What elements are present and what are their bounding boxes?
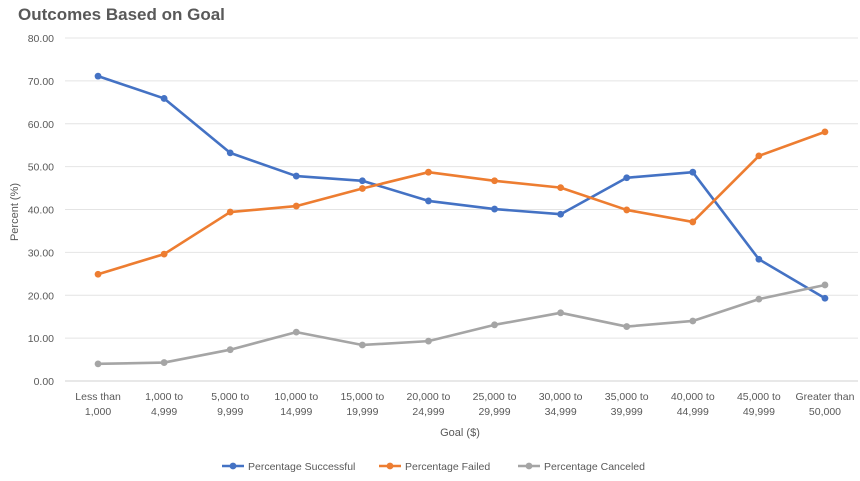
data-point bbox=[425, 337, 432, 345]
series-1 bbox=[94, 72, 829, 302]
y-axis-title: Percent (%) bbox=[9, 183, 21, 241]
data-point bbox=[755, 152, 763, 160]
legend-marker bbox=[386, 462, 394, 470]
x-tick-label: 45,000 to 49,999 bbox=[737, 391, 781, 418]
series-2 bbox=[94, 128, 829, 278]
data-point bbox=[94, 72, 102, 80]
y-axis-ticks: 0.00 10.00 20.00 30.00 40.00 50.00 60.00 70.00 8… bbox=[28, 33, 54, 388]
x-axis-ticks: Less than 1,000 1,000 to 4,999 5,000 to 9,999… bbox=[75, 391, 854, 418]
series-lines bbox=[94, 72, 829, 368]
y-tick-label: 10.00 bbox=[28, 333, 54, 345]
data-point bbox=[557, 184, 565, 192]
x-tick-label: Less than 1,000 bbox=[75, 391, 121, 418]
y-tick-label: 30.00 bbox=[28, 247, 54, 259]
x-tick-label: 35,000 to 39,999 bbox=[605, 391, 649, 418]
data-point bbox=[226, 346, 234, 354]
x-tick-label: 40,000 to 44,999 bbox=[671, 391, 715, 418]
data-point bbox=[491, 321, 498, 329]
data-point bbox=[160, 95, 168, 102]
data-point bbox=[160, 359, 168, 366]
legend-label: Percentage Canceled bbox=[544, 461, 645, 473]
series-line bbox=[96, 283, 827, 366]
y-tick-label: 70.00 bbox=[28, 76, 54, 88]
data-point bbox=[623, 206, 631, 214]
x-tick-label: 10,000 to 14,999 bbox=[274, 391, 318, 418]
gridlines bbox=[65, 37, 858, 382]
data-point bbox=[557, 309, 565, 317]
series-line bbox=[96, 130, 827, 276]
y-tick-label: 20.00 bbox=[28, 290, 54, 302]
data-point bbox=[358, 341, 366, 349]
data-point bbox=[425, 197, 432, 205]
data-point bbox=[689, 168, 697, 176]
data-point bbox=[755, 255, 763, 263]
data-point bbox=[160, 250, 168, 258]
x-tick-label: 20,000 to 24,999 bbox=[407, 391, 451, 418]
x-tick-label: 30,000 to 34,999 bbox=[539, 391, 583, 418]
data-point bbox=[292, 328, 300, 336]
data-point bbox=[755, 295, 763, 303]
data-point bbox=[226, 149, 234, 157]
data-point bbox=[623, 174, 631, 182]
data-point bbox=[689, 218, 697, 226]
data-point bbox=[226, 208, 234, 216]
chart-title: Outcomes Based on Goal bbox=[18, 5, 225, 24]
y-tick-label: 40.00 bbox=[28, 205, 54, 217]
data-point bbox=[358, 185, 366, 192]
legend-marker bbox=[229, 462, 237, 470]
data-point bbox=[491, 177, 498, 185]
x-tick-label: 5,000 to 9,999 bbox=[211, 391, 249, 418]
data-point bbox=[491, 205, 498, 213]
data-point bbox=[292, 172, 300, 180]
legend-item: Percentage Canceled bbox=[518, 461, 645, 473]
legend-item: Percentage Successful bbox=[222, 461, 355, 473]
data-point bbox=[557, 210, 565, 218]
data-point bbox=[94, 270, 102, 278]
data-point bbox=[425, 168, 432, 176]
x-tick-label: Greater than 50,000 bbox=[795, 391, 854, 418]
legend-label: Percentage Failed bbox=[405, 461, 490, 473]
data-point bbox=[623, 323, 631, 330]
x-tick-label: 15,000 to 19,999 bbox=[340, 391, 384, 418]
legend-label: Percentage Successful bbox=[248, 461, 355, 473]
data-point bbox=[821, 281, 829, 289]
series-3 bbox=[94, 281, 829, 368]
y-tick-label: 0.00 bbox=[34, 376, 55, 388]
y-tick-label: 50.00 bbox=[28, 162, 54, 174]
x-tick-label: 1,000 to 4,999 bbox=[145, 391, 183, 418]
data-point bbox=[358, 177, 366, 185]
legend-item: Percentage Failed bbox=[379, 461, 490, 473]
x-tick-label: 25,000 to 29,999 bbox=[473, 391, 517, 418]
x-axis-title: Goal ($) bbox=[440, 427, 480, 439]
data-point bbox=[94, 360, 102, 368]
series-line bbox=[96, 74, 827, 300]
data-point bbox=[689, 317, 697, 325]
legend-marker bbox=[525, 462, 533, 470]
y-tick-label: 80.00 bbox=[28, 33, 54, 45]
data-point bbox=[821, 294, 829, 302]
legend: Percentage Successful Percentage Failed Pe… bbox=[222, 461, 645, 473]
data-point bbox=[292, 202, 300, 210]
data-point bbox=[821, 128, 829, 136]
y-tick-label: 60.00 bbox=[28, 119, 54, 131]
